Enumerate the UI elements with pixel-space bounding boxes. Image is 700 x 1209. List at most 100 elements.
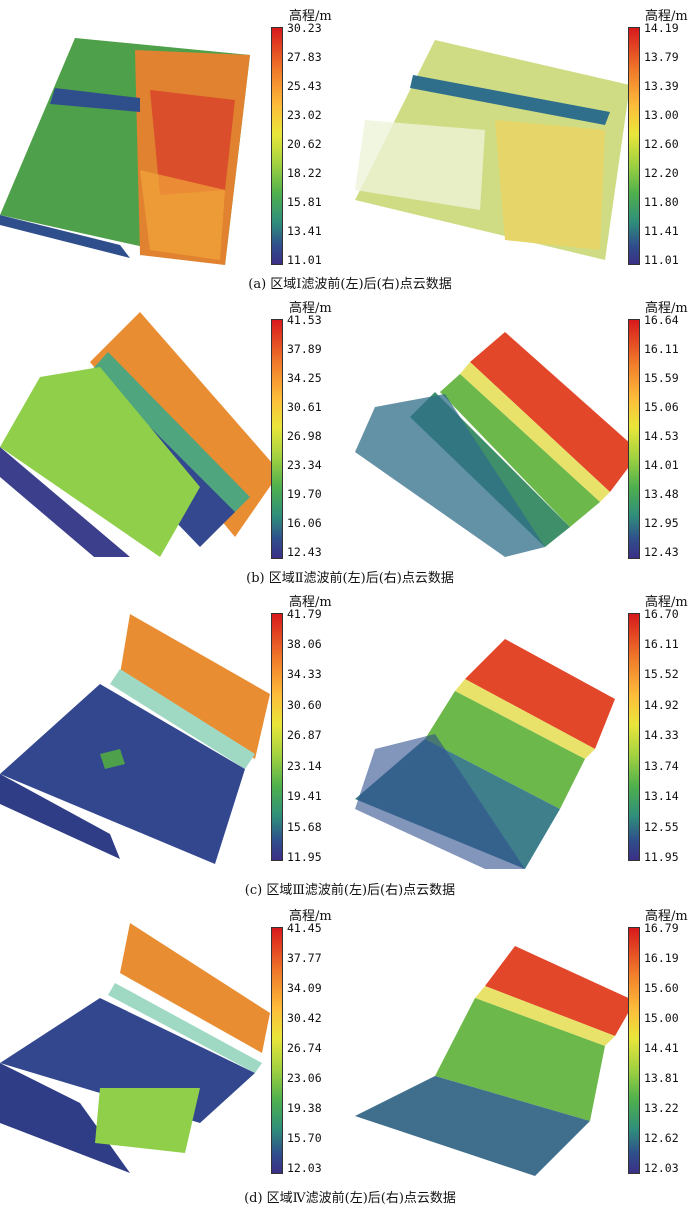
colorbar-tick: 11.41 xyxy=(644,224,679,238)
colorbar-tick: 16.11 xyxy=(644,637,679,651)
colorbar-tick: 20.62 xyxy=(287,137,322,151)
colorbar-tick: 41.79 xyxy=(287,607,322,621)
colorbar-tick: 23.06 xyxy=(287,1071,322,1085)
colorbar xyxy=(271,927,283,1174)
colorbar-title: 高程/m xyxy=(289,9,332,24)
panel-d: 高程/m 41.45 37.77 34.09 30.42 26.74 23.06… xyxy=(0,901,700,1209)
colorbar-tick: 34.33 xyxy=(287,667,322,681)
colorbar xyxy=(271,319,283,559)
point-cloud-before-filter xyxy=(0,923,270,1173)
colorbar-tick: 23.14 xyxy=(287,759,322,773)
colorbar-tick: 13.74 xyxy=(644,759,679,773)
colorbar-tick: 16.19 xyxy=(644,951,679,965)
colorbar-tick: 34.25 xyxy=(287,371,322,385)
colorbar-tick: 30.60 xyxy=(287,698,322,712)
colorbar xyxy=(628,27,640,265)
colorbar xyxy=(628,613,640,861)
colorbar-tick: 23.02 xyxy=(287,108,322,122)
colorbar-title: 高程/m xyxy=(645,909,688,924)
colorbar-tick: 14.19 xyxy=(644,21,679,35)
colorbar-tick: 26.98 xyxy=(287,429,322,443)
panel-c: 高程/m 41.79 38.06 34.33 30.60 26.87 23.14… xyxy=(0,589,700,901)
colorbar xyxy=(628,319,640,559)
colorbar xyxy=(271,613,283,861)
colorbar-tick: 15.00 xyxy=(644,1011,679,1025)
point-cloud-after-filter xyxy=(355,946,635,1176)
colorbar-title: 高程/m xyxy=(645,595,688,610)
colorbar-tick: 16.79 xyxy=(644,921,679,935)
colorbar-tick: 15.70 xyxy=(287,1131,322,1145)
colorbar-tick: 25.43 xyxy=(287,79,322,93)
colorbar-tick: 14.33 xyxy=(644,728,679,742)
colorbar-tick: 12.03 xyxy=(644,1161,679,1175)
colorbar-tick: 13.39 xyxy=(644,79,679,93)
colorbar-tick: 11.95 xyxy=(644,850,679,864)
colorbar-tick: 34.09 xyxy=(287,981,322,995)
colorbar-tick: 30.61 xyxy=(287,400,322,414)
colorbar xyxy=(271,27,283,265)
colorbar-tick: 14.53 xyxy=(644,429,679,443)
colorbar-tick: 26.87 xyxy=(287,728,322,742)
point-cloud-after-filter xyxy=(355,639,615,869)
colorbar-tick: 14.01 xyxy=(644,458,679,472)
panel-caption: (a) 区域Ⅰ滤波前(左)后(右)点云数据 xyxy=(248,277,452,292)
colorbar-tick: 15.06 xyxy=(644,400,679,414)
panel-caption: (c) 区域Ⅲ滤波前(左)后(右)点云数据 xyxy=(244,883,456,898)
colorbar-tick: 16.70 xyxy=(644,607,679,621)
colorbar-tick: 13.81 xyxy=(644,1071,679,1085)
colorbar-tick: 37.77 xyxy=(287,951,322,965)
colorbar-tick: 41.53 xyxy=(287,313,322,327)
colorbar-tick: 12.43 xyxy=(644,545,679,559)
colorbar-tick: 11.80 xyxy=(644,195,679,209)
colorbar-tick: 18.22 xyxy=(287,166,322,180)
colorbar-title: 高程/m xyxy=(645,9,688,24)
colorbar-tick: 13.48 xyxy=(644,487,679,501)
colorbar-tick: 15.59 xyxy=(644,371,679,385)
colorbar-tick: 12.03 xyxy=(287,1161,322,1175)
colorbar-tick: 23.34 xyxy=(287,458,322,472)
colorbar-tick: 13.00 xyxy=(644,108,679,122)
colorbar-tick: 12.95 xyxy=(644,516,679,530)
colorbar-tick: 13.14 xyxy=(644,789,679,803)
colorbar-tick: 14.92 xyxy=(644,698,679,712)
colorbar-tick: 30.23 xyxy=(287,21,322,35)
colorbar-tick: 38.06 xyxy=(287,637,322,651)
point-cloud-after-filter xyxy=(355,332,640,557)
colorbar-tick: 41.45 xyxy=(287,921,322,935)
colorbar-tick: 12.20 xyxy=(644,166,679,180)
colorbar-tick: 16.11 xyxy=(644,342,679,356)
point-cloud-after-filter xyxy=(355,40,630,260)
point-cloud-before-filter xyxy=(0,312,280,557)
colorbar-tick: 15.60 xyxy=(644,981,679,995)
colorbar-title: 高程/m xyxy=(289,301,332,316)
colorbar-tick: 26.74 xyxy=(287,1041,322,1055)
panel-b: 高程/m 41.53 37.89 34.25 30.61 26.98 23.34… xyxy=(0,292,700,589)
colorbar-tick: 13.41 xyxy=(287,224,322,238)
colorbar-tick: 12.43 xyxy=(287,545,322,559)
colorbar-title: 高程/m xyxy=(289,909,332,924)
colorbar-tick: 15.52 xyxy=(644,667,679,681)
point-cloud-before-filter xyxy=(0,38,250,265)
colorbar-tick: 11.01 xyxy=(287,253,322,267)
colorbar-tick: 19.38 xyxy=(287,1101,322,1115)
colorbar-tick: 13.79 xyxy=(644,50,679,64)
colorbar-tick: 11.95 xyxy=(287,850,322,864)
panel-caption: (d) 区域Ⅳ滤波前(左)后(右)点云数据 xyxy=(244,1191,456,1206)
colorbar-tick: 19.41 xyxy=(287,789,322,803)
colorbar-tick: 12.55 xyxy=(644,820,679,834)
panel-caption: (b) 区域Ⅱ滤波前(左)后(右)点云数据 xyxy=(246,571,454,586)
colorbar-tick: 14.41 xyxy=(644,1041,679,1055)
colorbar-tick: 11.01 xyxy=(644,253,679,267)
point-cloud-before-filter xyxy=(0,614,270,864)
colorbar-tick: 19.70 xyxy=(287,487,322,501)
colorbar-tick: 16.64 xyxy=(644,313,679,327)
colorbar-tick: 27.83 xyxy=(287,50,322,64)
colorbar-tick: 13.22 xyxy=(644,1101,679,1115)
colorbar-tick: 12.62 xyxy=(644,1131,679,1145)
colorbar-tick: 16.06 xyxy=(287,516,322,530)
colorbar-tick: 37.89 xyxy=(287,342,322,356)
colorbar-tick: 12.60 xyxy=(644,137,679,151)
colorbar-title: 高程/m xyxy=(289,595,332,610)
colorbar-tick: 15.68 xyxy=(287,820,322,834)
colorbar-tick: 30.42 xyxy=(287,1011,322,1025)
